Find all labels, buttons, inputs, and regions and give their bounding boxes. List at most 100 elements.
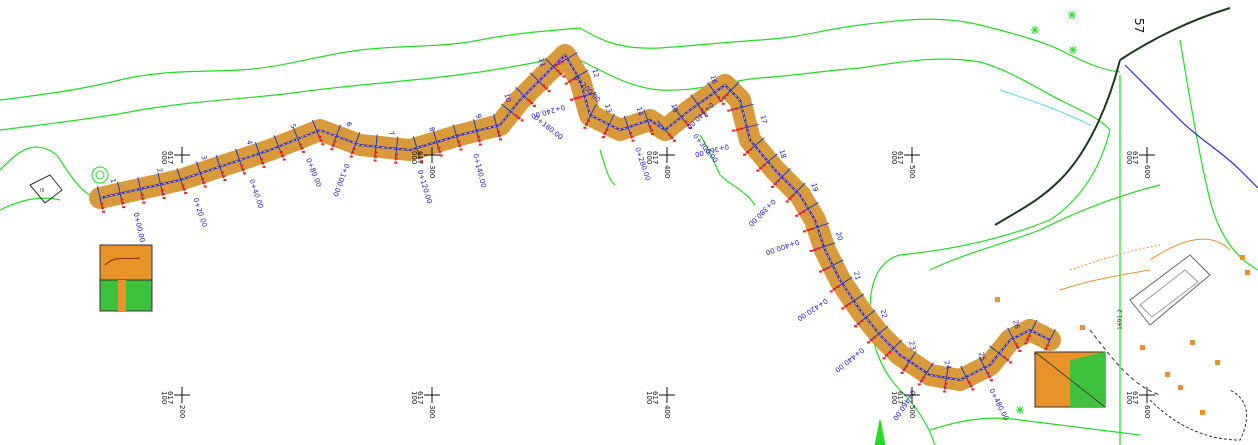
elevation-mark xyxy=(943,386,947,389)
point-number: 21 xyxy=(852,270,862,281)
station-label: 0+40.00 xyxy=(247,178,264,209)
cross-section-tick xyxy=(758,153,778,170)
elevation-mark xyxy=(557,62,561,65)
point-number: 8 xyxy=(427,126,436,132)
elevation-mark xyxy=(556,69,560,72)
elevation-mark xyxy=(629,132,632,134)
station-label: 0+400.00 xyxy=(765,238,801,257)
elevation-mark xyxy=(888,351,892,354)
elevation-mark xyxy=(717,96,721,99)
elevation-mark xyxy=(841,307,845,310)
elevation-mark xyxy=(374,155,377,158)
elevation-mark xyxy=(630,135,634,138)
elevation-mark xyxy=(844,305,848,308)
grid-label-top: 000 xyxy=(1125,151,1133,164)
elevation-mark xyxy=(282,158,286,161)
cross-section-tick xyxy=(235,148,244,172)
elevation-mark xyxy=(756,169,760,172)
cross-section-tick xyxy=(843,293,865,308)
elevation-mark xyxy=(260,158,264,161)
elevation-mark xyxy=(943,390,947,393)
elevation-mark xyxy=(281,154,285,157)
elevation-mark xyxy=(201,177,205,180)
elevation-mark xyxy=(184,192,188,195)
elevation-mark xyxy=(1026,338,1029,341)
grid-label-top: 100 xyxy=(890,391,898,404)
contour-upper xyxy=(0,18,1121,101)
cross-section-tick xyxy=(978,356,991,379)
grid-label-mid: 617 xyxy=(651,391,659,404)
point-number: 15 xyxy=(669,103,679,114)
elevation-mark xyxy=(601,136,605,139)
elevation-mark xyxy=(559,72,563,75)
elevation-mark xyxy=(719,99,723,102)
elevation-mark xyxy=(499,138,502,141)
elevation-mark xyxy=(554,64,558,67)
cross-section-tick xyxy=(884,339,903,358)
elevation-marks xyxy=(100,60,1050,393)
elevation-mark xyxy=(438,150,442,153)
elevation-mark xyxy=(867,341,870,344)
elevation-mark xyxy=(686,123,690,126)
elevation-mark xyxy=(203,185,207,188)
elevation-mark xyxy=(477,135,480,138)
plot-right xyxy=(1034,351,1106,408)
cross-section-tick xyxy=(721,81,740,100)
elevation-mark xyxy=(605,128,609,131)
elevation-mark xyxy=(333,140,337,143)
elevation-mark xyxy=(498,134,501,137)
grid-label-bottom: 200 xyxy=(178,405,186,418)
cross-section-tick xyxy=(603,113,615,136)
elevation-mark xyxy=(161,193,165,196)
elevation-mark xyxy=(351,151,355,154)
elevation-mark xyxy=(299,143,302,146)
cross-section-tick xyxy=(856,309,876,326)
station-label: 0+20.00 xyxy=(191,197,208,228)
elevation-mark xyxy=(885,354,889,357)
elevation-mark xyxy=(300,147,304,150)
elevation-mark xyxy=(833,288,836,291)
elevation-mark xyxy=(1006,358,1009,361)
elevation-mark xyxy=(162,197,166,199)
grid-label-top: 100 xyxy=(160,391,168,404)
elevation-mark xyxy=(1024,342,1028,345)
elevation-mark xyxy=(847,303,851,306)
elevation-mark xyxy=(702,111,706,114)
svg-text:III: III xyxy=(40,188,44,194)
grid-label-mid: 617 xyxy=(896,151,904,164)
elevation-mark xyxy=(870,338,874,341)
elevation-mark xyxy=(810,227,814,230)
elevation-mark xyxy=(394,161,398,164)
tree-symbols xyxy=(874,11,1077,445)
cross-section-tick xyxy=(292,127,303,151)
cross-section-tick xyxy=(673,107,690,127)
contour-lower-c xyxy=(599,149,616,186)
elevation-mark xyxy=(735,107,738,110)
point-number: 9 xyxy=(474,113,483,119)
elevation-mark xyxy=(547,90,551,93)
elevation-mark xyxy=(220,171,224,174)
grid-label-bottom: 400 xyxy=(663,165,671,178)
elevation-mark xyxy=(902,368,906,371)
cross-section-tick xyxy=(351,132,361,155)
elevation-mark xyxy=(100,202,104,205)
elevation-mark xyxy=(1046,344,1050,347)
elevation-mark xyxy=(969,384,973,387)
cross-section-tick xyxy=(394,136,399,161)
point-number: 19 xyxy=(809,182,819,193)
elevation-mark xyxy=(530,101,534,104)
elevation-mark xyxy=(302,150,305,153)
grid-label-top: 100 xyxy=(645,391,653,404)
grid-label-top: 000 xyxy=(410,151,418,164)
contour-right-a xyxy=(869,129,1111,445)
elevation-mark xyxy=(802,210,805,213)
elevation-mark xyxy=(1009,361,1013,364)
elevation-mark xyxy=(330,148,334,151)
cross-section-tick xyxy=(432,130,441,154)
elevation-mark xyxy=(882,357,886,360)
